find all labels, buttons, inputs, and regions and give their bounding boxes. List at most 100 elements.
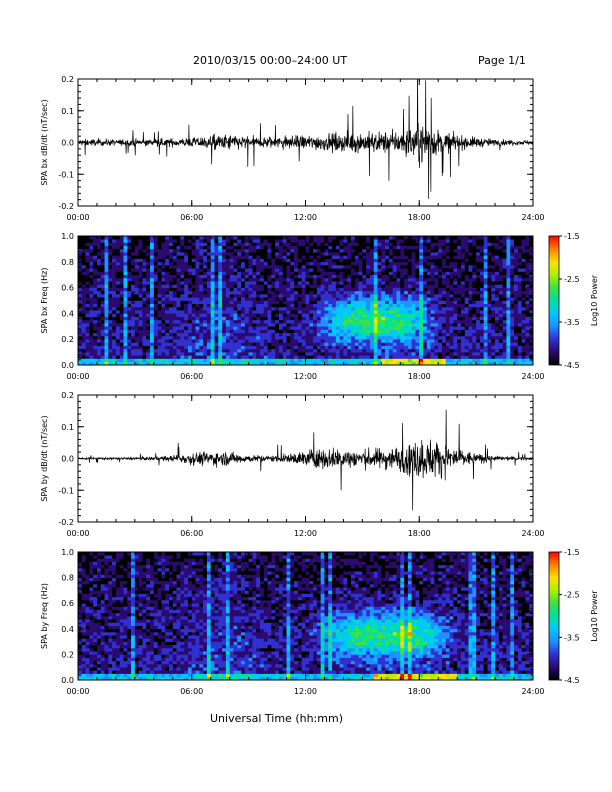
heat-cell [282, 248, 287, 253]
heat-cell [146, 310, 151, 314]
heat-cell [335, 348, 340, 353]
heat-cell [442, 361, 447, 366]
heat-cell [343, 326, 348, 330]
heat-cell [146, 265, 151, 269]
heat-cell [385, 277, 390, 282]
heat-cell [468, 355, 473, 359]
heat-cell [176, 319, 181, 324]
heat-cell [381, 323, 386, 327]
heat-cell [252, 236, 257, 240]
heat-cell [476, 245, 481, 250]
heat-cell [203, 303, 208, 308]
heat-cell [453, 306, 458, 311]
heat-cell [176, 248, 181, 253]
heat-cell [502, 306, 507, 311]
heat-cell [153, 274, 158, 279]
heat-cell [112, 265, 117, 269]
heat-cell [404, 319, 409, 324]
heat-cell [123, 335, 128, 340]
heat-cell [301, 255, 306, 259]
heat-cell [347, 339, 352, 343]
heat-cell [445, 348, 450, 353]
heat-cell [142, 274, 147, 279]
heat-cell [385, 239, 390, 243]
heat-cell [305, 345, 310, 350]
heat-cell [411, 300, 416, 305]
heat-cell [339, 284, 344, 288]
heat-cell [502, 342, 507, 346]
heat-cell [385, 236, 390, 240]
heat-cell [366, 281, 371, 285]
heat-cell [89, 294, 94, 298]
heat-cell [392, 261, 397, 266]
heat-cell [157, 255, 162, 259]
heat-cell [252, 281, 257, 285]
heat-cell [351, 258, 356, 263]
heat-cell [157, 313, 162, 317]
heat-cell [472, 290, 477, 295]
heat-cell [278, 281, 284, 285]
heat-cell [309, 329, 314, 334]
heat-cell [525, 306, 530, 311]
heat-cell [176, 323, 181, 327]
heat-cell [195, 277, 200, 282]
heat-cell [351, 313, 356, 317]
heat-cell [229, 313, 234, 317]
heat-cell [203, 300, 208, 305]
heat-cell [93, 303, 98, 308]
heat-cell [525, 335, 530, 340]
heat-cell [294, 339, 299, 343]
heat-cell [316, 358, 321, 363]
heat-cell [237, 242, 242, 246]
heat-cell [419, 290, 424, 295]
heat-cell [506, 236, 511, 240]
heat-cell [457, 255, 462, 259]
heat-cell [286, 261, 291, 266]
heat-cell [206, 242, 212, 246]
heat-cell [104, 261, 109, 266]
heat-cell [237, 326, 242, 330]
heat-cell [521, 348, 526, 353]
heat-cell [165, 265, 170, 269]
heat-cell [358, 319, 363, 324]
heat-cell [498, 348, 503, 353]
heat-cell [324, 345, 329, 350]
heat-cell [138, 303, 143, 308]
heat-cell [373, 355, 378, 359]
heat-cell [445, 274, 450, 279]
heat-cell [460, 239, 466, 243]
heat-cell [150, 287, 155, 292]
heat-cell [388, 303, 394, 308]
heat-cell [199, 297, 204, 301]
heat-cell [460, 294, 466, 298]
heat-cell [195, 319, 200, 324]
heat-cell [453, 271, 458, 275]
heat-cell [112, 294, 117, 298]
heat-cell [138, 358, 143, 363]
heat-cell [153, 300, 158, 305]
heat-cell [335, 258, 340, 263]
heat-cell [332, 271, 337, 275]
heat-cell [400, 300, 405, 305]
heat-cell [498, 355, 503, 359]
heat-cell [100, 332, 105, 337]
heat-cell [347, 310, 352, 314]
heat-cell [172, 271, 177, 275]
heat-cell [85, 255, 90, 259]
heat-cell [108, 294, 113, 298]
heat-cell [517, 326, 522, 330]
heat-cell [479, 268, 485, 272]
heat-cell [85, 348, 90, 353]
y-tick-label: 0.2 [61, 75, 74, 84]
heat-cell [324, 268, 329, 272]
heat-cell [328, 261, 333, 266]
heat-cell [445, 236, 450, 240]
heat-cell [93, 313, 98, 317]
heat-cell [510, 323, 515, 327]
heat-cell [131, 268, 136, 272]
heat-cell [332, 255, 337, 259]
heat-cell [468, 271, 473, 275]
heat-cell [252, 242, 257, 246]
heat-cell [119, 329, 124, 334]
heat-cell [248, 319, 253, 324]
